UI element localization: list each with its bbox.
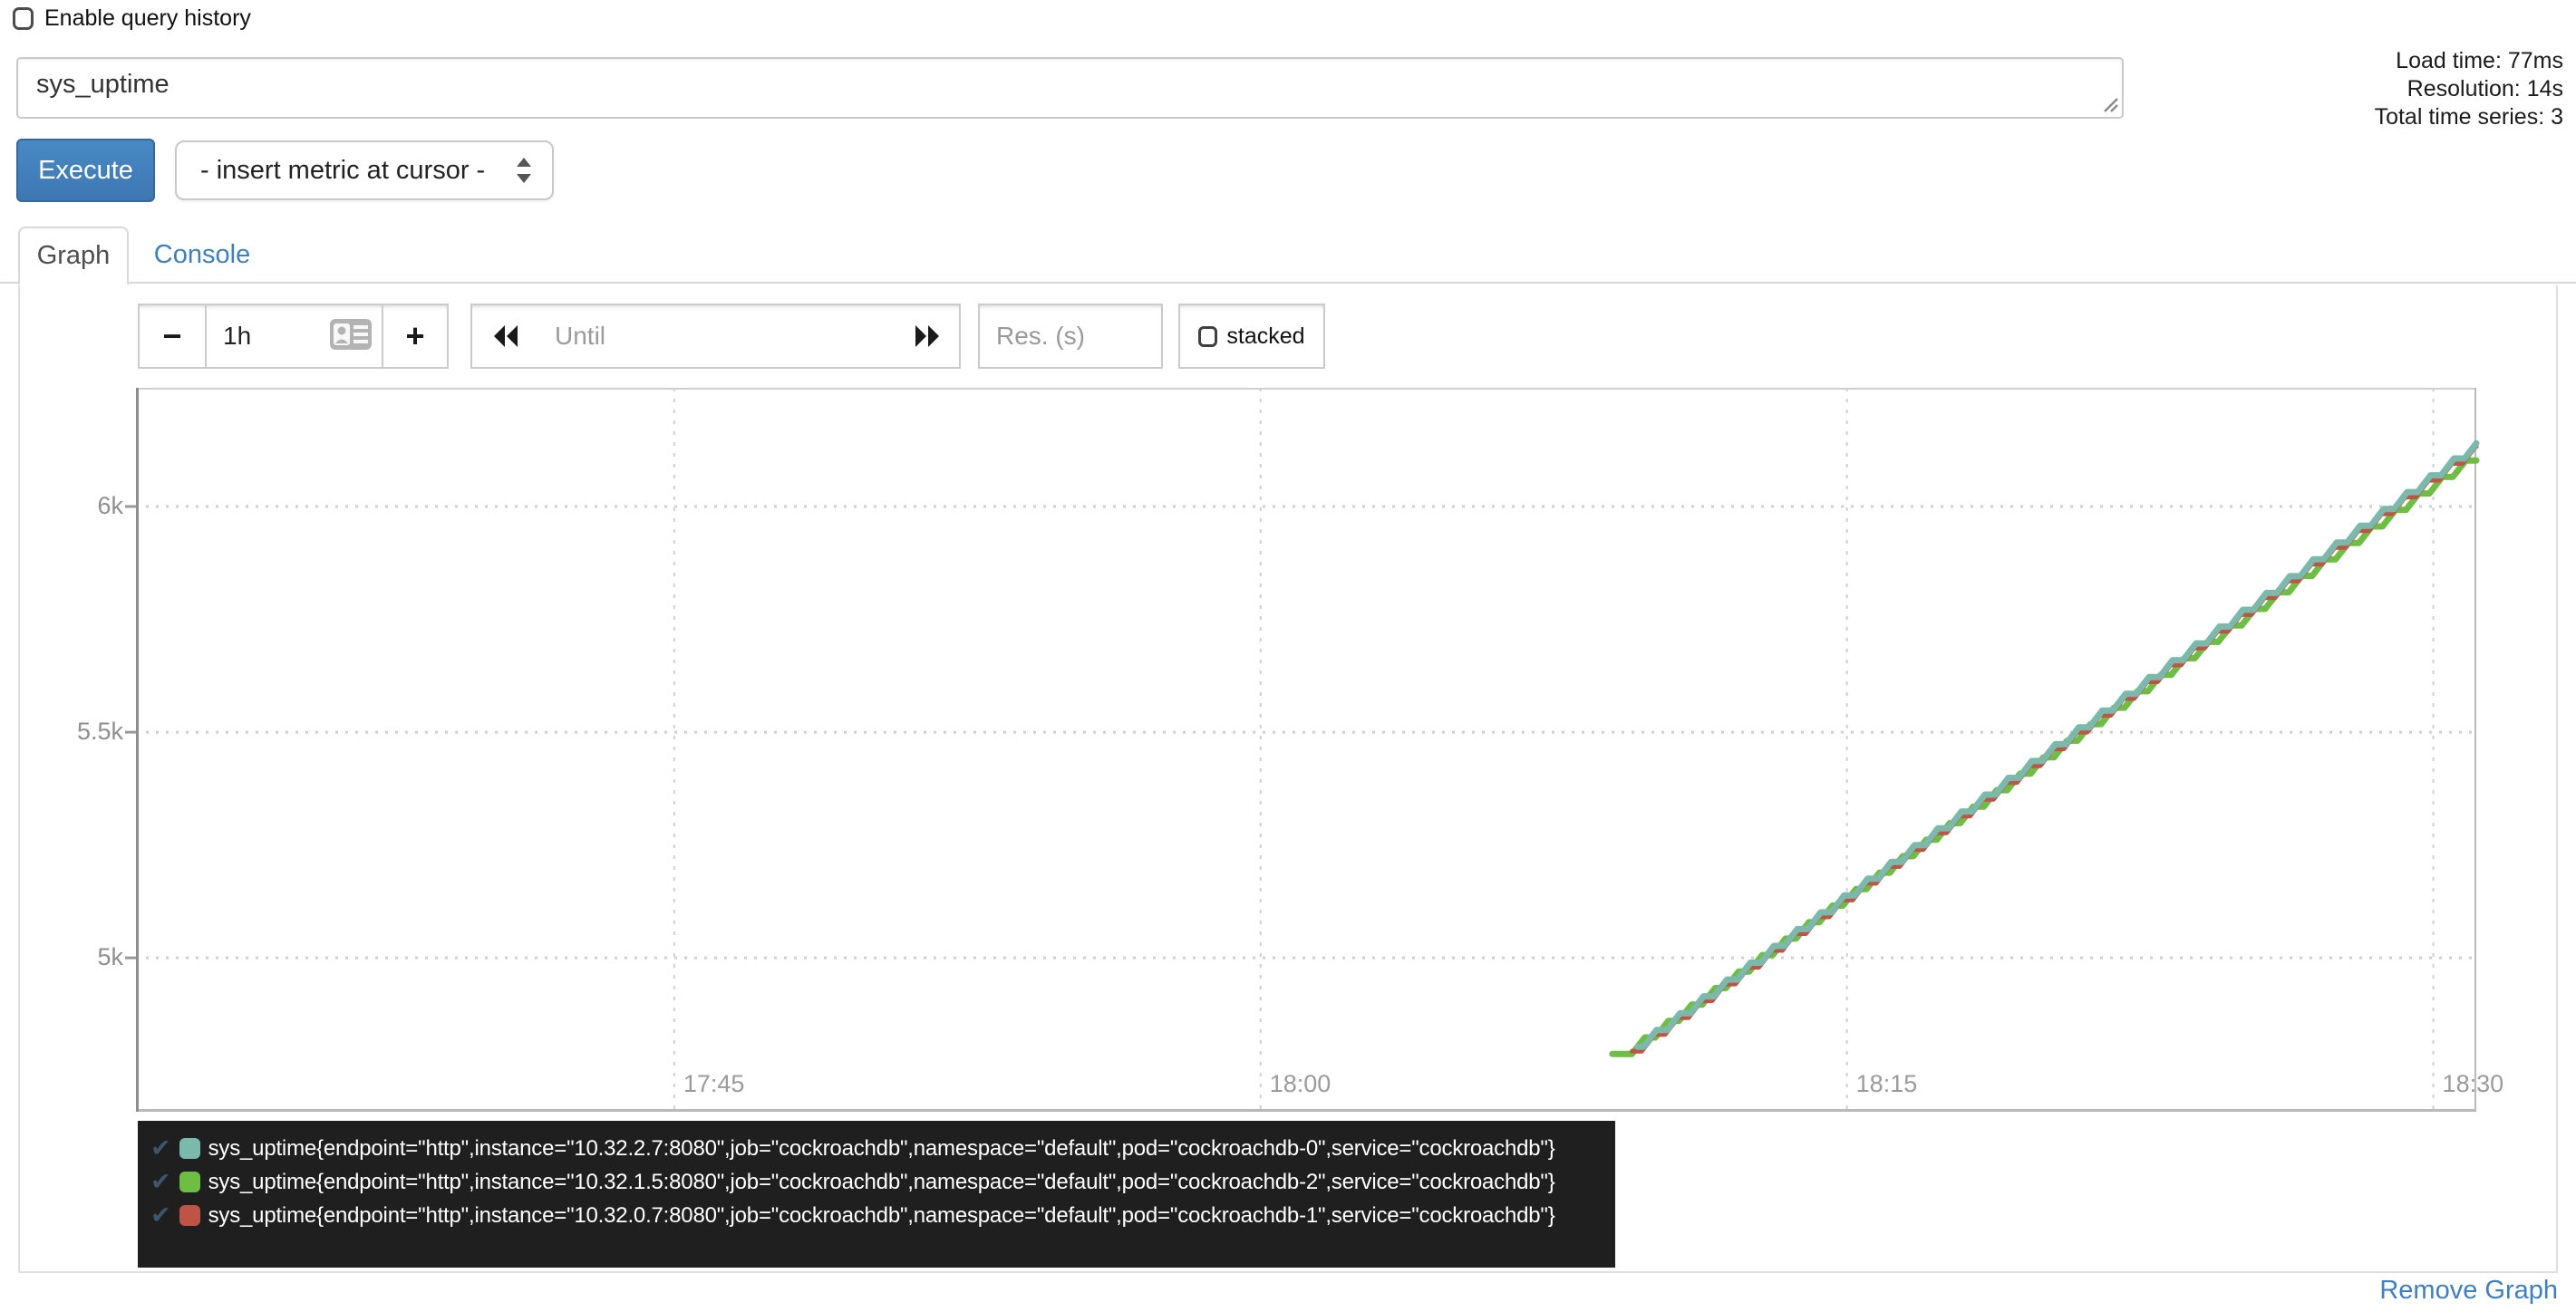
until-input[interactable] xyxy=(538,305,895,367)
query-history-checkbox[interactable] xyxy=(13,7,34,30)
series-swatch-icon xyxy=(179,1138,200,1159)
query-expression-input[interactable]: sys_uptime xyxy=(16,57,2124,119)
legend-series-label: sys_uptime{endpoint="http",instance="10.… xyxy=(208,1169,1555,1194)
select-arrows-icon xyxy=(517,158,531,183)
checkmark-icon: ✔ xyxy=(150,1134,171,1162)
shift-back-button[interactable] xyxy=(472,305,538,367)
query-stats: Load time: 77ms Resolution: 14s Total ti… xyxy=(2375,47,2563,131)
y-axis-tick-label: 5k xyxy=(97,943,123,971)
svg-text:18:15: 18:15 xyxy=(1856,1070,1918,1097)
range-input-wrap xyxy=(205,305,383,367)
svg-text:18:00: 18:00 xyxy=(1270,1070,1332,1097)
range-zoom-out-button[interactable]: − xyxy=(140,305,205,367)
load-time: Load time: 77ms xyxy=(2396,48,2563,73)
legend: ✔ sys_uptime{endpoint="http",instance="10… xyxy=(138,1121,1615,1268)
legend-series-label: sys_uptime{endpoint="http",instance="10.… xyxy=(208,1135,1555,1161)
time-control-group xyxy=(470,304,961,369)
autofill-card-icon xyxy=(330,319,372,350)
series-swatch-icon xyxy=(179,1205,200,1226)
legend-series-label: sys_uptime{endpoint="http",instance="10.… xyxy=(208,1202,1555,1228)
tab-graph[interactable]: Graph xyxy=(18,227,129,285)
stacked-checkbox[interactable] xyxy=(1198,325,1218,347)
insert-metric-select[interactable]: - insert metric at cursor - xyxy=(175,140,554,200)
y-axis-labels: 6k 5.5k 5k xyxy=(20,285,123,1271)
legend-item[interactable]: ✔ sys_uptime{endpoint="http",instance="10… xyxy=(150,1199,1615,1232)
resize-handle-icon[interactable] xyxy=(2099,93,2119,113)
query-history-label: Enable query history xyxy=(44,5,251,31)
checkmark-icon: ✔ xyxy=(150,1168,171,1195)
svg-text:18:30: 18:30 xyxy=(2443,1070,2504,1097)
series-swatch-icon xyxy=(179,1172,200,1192)
svg-text:17:45: 17:45 xyxy=(683,1070,745,1097)
range-control-group: − + xyxy=(138,304,449,369)
rewind-icon xyxy=(493,325,518,347)
query-expression-wrap: sys_uptime xyxy=(16,57,2124,119)
range-zoom-in-button[interactable]: + xyxy=(383,305,447,367)
checkmark-icon: ✔ xyxy=(150,1201,171,1229)
shift-forward-button[interactable] xyxy=(895,305,959,367)
resolution-control-group xyxy=(978,304,1163,369)
remove-graph-link[interactable]: Remove Graph xyxy=(2379,1276,2558,1305)
resolution-input[interactable] xyxy=(980,305,1161,367)
stacked-control-group: stacked xyxy=(1178,304,1325,369)
stacked-label: stacked xyxy=(1226,323,1305,349)
tab-console[interactable]: Console xyxy=(153,240,251,269)
total-time-series: Total time series: 3 xyxy=(2374,104,2563,130)
graph-panel: − + xyxy=(18,285,2558,1273)
legend-item[interactable]: ✔ sys_uptime{endpoint="http",instance="10… xyxy=(150,1165,1615,1199)
fast-forward-icon xyxy=(915,325,939,347)
y-axis-tick-label: 6k xyxy=(97,492,123,519)
legend-item[interactable]: ✔ sys_uptime{endpoint="http",instance="10… xyxy=(150,1132,1615,1165)
graph-plot: 17:45 18:00 18:15 18:30 xyxy=(125,388,2503,1112)
insert-metric-value: - insert metric at cursor - xyxy=(200,155,486,185)
enable-query-history: Enable query history xyxy=(13,5,251,32)
y-axis-tick-label: 5.5k xyxy=(76,718,123,746)
resolution: Resolution: 14s xyxy=(2407,76,2563,101)
execute-button[interactable]: Execute xyxy=(16,139,155,202)
tab-bar: Graph Console xyxy=(0,227,2576,285)
